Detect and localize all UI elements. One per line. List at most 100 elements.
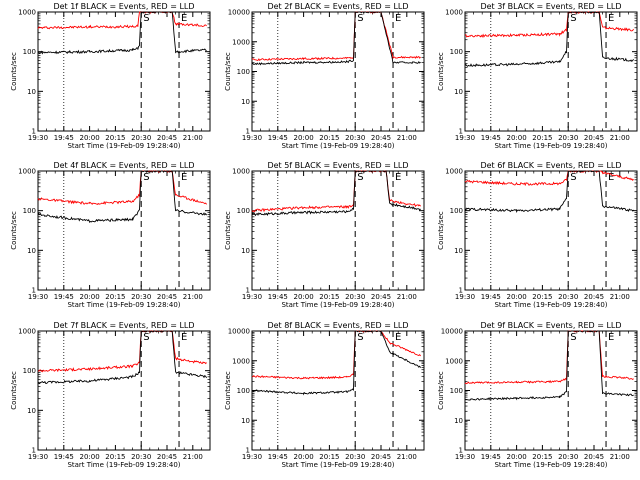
y-tick-label: 1000 [232, 38, 250, 46]
x-tick-label: 21:00 [397, 453, 417, 461]
x-tick-label: 20:45 [584, 453, 604, 461]
y-tick-label: 1 [459, 287, 463, 295]
x-axis-label: Start Time (19-Feb-09 19:28:40) [281, 301, 394, 309]
y-tick-label: 1000 [232, 357, 250, 365]
x-tick-label: 20:00 [294, 453, 314, 461]
x-axis-label: Start Time (19-Feb-09 19:28:40) [494, 461, 607, 469]
y-tick-label: 100 [237, 387, 250, 395]
y-tick-label: 10000 [228, 9, 250, 17]
y-tick-label: 1000 [18, 9, 36, 17]
y-tick-label: 1000 [18, 328, 36, 336]
y-tick-label: 10 [241, 98, 250, 106]
y-axis-label: Counts/sec [10, 211, 18, 250]
y-tick-label: 1 [246, 128, 250, 136]
marker-label-e: E [608, 172, 614, 183]
x-tick-label: 20:30 [131, 453, 151, 461]
x-tick-label: 20:30 [558, 453, 578, 461]
x-tick-label: 20:00 [294, 134, 314, 142]
x-tick-label: 20:15 [319, 293, 339, 301]
marker-label-s: S [143, 172, 149, 183]
plot-frame [464, 170, 638, 291]
x-tick-label: 20:15 [105, 134, 125, 142]
marker-label-e: E [181, 172, 187, 183]
series-events-line [464, 330, 634, 401]
x-tick-label: 19:45 [481, 453, 501, 461]
x-tick-label: 20:15 [319, 134, 339, 142]
plot-frame [37, 11, 211, 132]
x-tick-label: 19:30 [455, 293, 475, 301]
series-lld-line [37, 170, 207, 206]
marker-label-s: S [357, 13, 363, 24]
x-tick-label: 19:45 [54, 293, 74, 301]
series-events-line [37, 330, 207, 385]
y-tick-label: 100 [23, 207, 36, 215]
x-tick-label: 20:45 [371, 134, 391, 142]
y-tick-label: 1 [32, 128, 36, 136]
y-tick-label: 10000 [441, 328, 463, 336]
x-tick-label: 20:45 [157, 293, 177, 301]
series-events-line [464, 170, 634, 213]
y-axis-label: Counts/sec [10, 371, 18, 410]
x-tick-label: 19:30 [28, 453, 48, 461]
x-tick-label: 19:30 [455, 134, 475, 142]
plot-frame [37, 170, 211, 291]
x-tick-label: 19:30 [455, 453, 475, 461]
x-tick-label: 19:30 [28, 134, 48, 142]
x-axis-label: Start Time (19-Feb-09 19:28:40) [67, 301, 180, 309]
y-axis-label: Counts/sec [437, 211, 445, 250]
x-tick-label: 19:30 [28, 293, 48, 301]
series-lld-line [37, 11, 207, 30]
x-tick-label: 20:30 [558, 134, 578, 142]
marker-label-e: E [181, 332, 187, 343]
x-tick-label: 20:00 [80, 134, 100, 142]
series-lld-line [37, 330, 207, 373]
x-axis-label: Start Time (19-Feb-09 19:28:40) [281, 142, 394, 150]
y-axis-label: Counts/sec [437, 371, 445, 410]
x-tick-label: 20:15 [319, 453, 339, 461]
marker-label-e: E [608, 13, 614, 24]
y-axis-label: Counts/sec [224, 211, 232, 250]
y-tick-label: 100 [450, 207, 463, 215]
marker-label-e: E [395, 172, 401, 183]
x-tick-label: 21:00 [183, 134, 203, 142]
x-tick-label: 20:30 [131, 293, 151, 301]
panel-det-2: Det 2f BLACK = Events, RED = LLD 1 10 100 10… [224, 2, 425, 150]
series-lld-line [464, 170, 634, 187]
y-tick-label: 10000 [228, 328, 250, 336]
plot-frame [37, 330, 211, 451]
plot-frame [464, 330, 638, 451]
x-tick-label: 21:00 [397, 293, 417, 301]
y-tick-label: 10 [454, 88, 463, 96]
x-tick-label: 21:00 [610, 293, 630, 301]
y-tick-label: 100 [237, 207, 250, 215]
y-axis-label: Counts/sec [224, 52, 232, 91]
plot-frame [251, 170, 425, 291]
x-axis-label: Start Time (19-Feb-09 19:28:40) [67, 461, 180, 469]
marker-label-e: E [395, 13, 401, 24]
y-tick-label: 10 [27, 247, 36, 255]
x-tick-label: 19:45 [481, 134, 501, 142]
y-axis-label: Counts/sec [10, 52, 18, 91]
x-tick-label: 20:00 [507, 134, 527, 142]
y-axis-label: Counts/sec [224, 371, 232, 410]
series-events-line [251, 330, 421, 396]
chart-title: Det 2f BLACK = Events, RED = LLD [267, 2, 408, 11]
y-tick-label: 1000 [18, 168, 36, 176]
x-tick-label: 20:15 [532, 293, 552, 301]
marker-label-s: S [570, 332, 576, 343]
chart-title: Det 9f BLACK = Events, RED = LLD [480, 321, 621, 330]
y-axis-label: Counts/sec [437, 52, 445, 91]
panel-det-8: Det 8f BLACK = Events, RED = LLD 1 10 100 10… [224, 321, 425, 469]
marker-label-s: S [357, 332, 363, 343]
series-events-line [464, 11, 634, 67]
y-tick-label: 100 [450, 387, 463, 395]
plot-frame [251, 330, 425, 451]
series-lld-line [464, 11, 634, 38]
y-tick-label: 100 [23, 48, 36, 56]
plot-frame [251, 11, 425, 132]
x-tick-label: 20:45 [584, 134, 604, 142]
panel-det-5: Det 5f BLACK = Events, RED = LLD 1 10 100 10… [224, 161, 425, 309]
x-tick-label: 20:30 [558, 293, 578, 301]
x-tick-label: 21:00 [183, 453, 203, 461]
y-tick-label: 1000 [445, 168, 463, 176]
